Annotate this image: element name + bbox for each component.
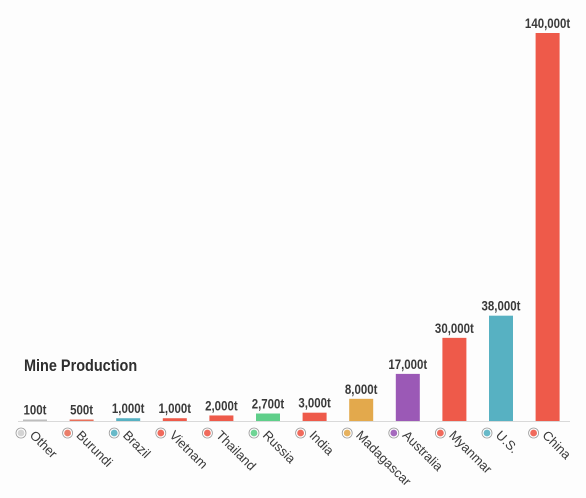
data-label: 1,000t — [159, 400, 192, 416]
data-label: 100t — [24, 401, 48, 417]
bar-other — [23, 419, 47, 421]
flag-fill — [17, 429, 25, 437]
flag-fill — [483, 429, 491, 437]
data-label: 500t — [70, 401, 94, 417]
bar-us — [489, 315, 513, 421]
flag-fill — [390, 429, 398, 437]
us-flag-icon — [481, 427, 493, 439]
bar-madagascar — [349, 398, 374, 421]
flag-fill — [297, 429, 304, 437]
data-label: 1,000t — [112, 400, 145, 416]
bar-thailand — [209, 415, 234, 421]
madagascar-flag-icon — [341, 427, 353, 439]
data-label: 17,000t — [388, 356, 428, 372]
data-label: 8,000t — [345, 381, 378, 397]
flag-fill — [437, 429, 444, 437]
bar-myanmar — [442, 337, 467, 421]
category-label: Russia — [260, 428, 299, 467]
data-label: 38,000t — [482, 298, 522, 314]
category-label: U.S. — [493, 428, 521, 456]
bar-burundi — [69, 419, 94, 421]
vietnam-flag-icon — [155, 427, 167, 439]
burundi-flag-icon — [62, 427, 73, 439]
category-label: India — [306, 428, 337, 459]
flag-fill — [157, 429, 165, 437]
data-label: 30,000t — [435, 320, 475, 336]
australia-flag-icon — [388, 427, 400, 439]
bar-india — [302, 412, 327, 421]
data-label: 3,000t — [298, 395, 331, 411]
india-flag-icon — [295, 427, 307, 439]
chart-title: Mine Production — [24, 356, 138, 375]
flag-fill — [343, 429, 351, 437]
flag-fill — [204, 429, 211, 437]
bar-australia — [395, 373, 420, 421]
bar-china — [535, 33, 560, 421]
category-label: Brazil — [120, 428, 154, 462]
data-label: 2,000t — [205, 397, 238, 413]
china-flag-icon — [528, 427, 539, 439]
flag-fill — [250, 429, 258, 437]
russia-flag-icon — [248, 427, 260, 439]
category-label: China — [539, 428, 574, 463]
bar-brazil — [116, 418, 141, 421]
data-label: 140,000t — [525, 15, 571, 31]
thailand-flag-icon — [201, 427, 213, 439]
data-label: 2,700t — [252, 395, 285, 411]
brazil-flag-icon — [108, 427, 120, 439]
flag-fill — [110, 429, 118, 437]
flag-fill — [530, 429, 537, 437]
bar-vietnam — [162, 418, 187, 421]
bar-russia — [256, 413, 280, 421]
globe-icon — [15, 427, 27, 439]
myanmar-flag-icon — [434, 427, 446, 439]
category-label: Other — [27, 428, 61, 462]
flag-fill — [64, 429, 71, 437]
